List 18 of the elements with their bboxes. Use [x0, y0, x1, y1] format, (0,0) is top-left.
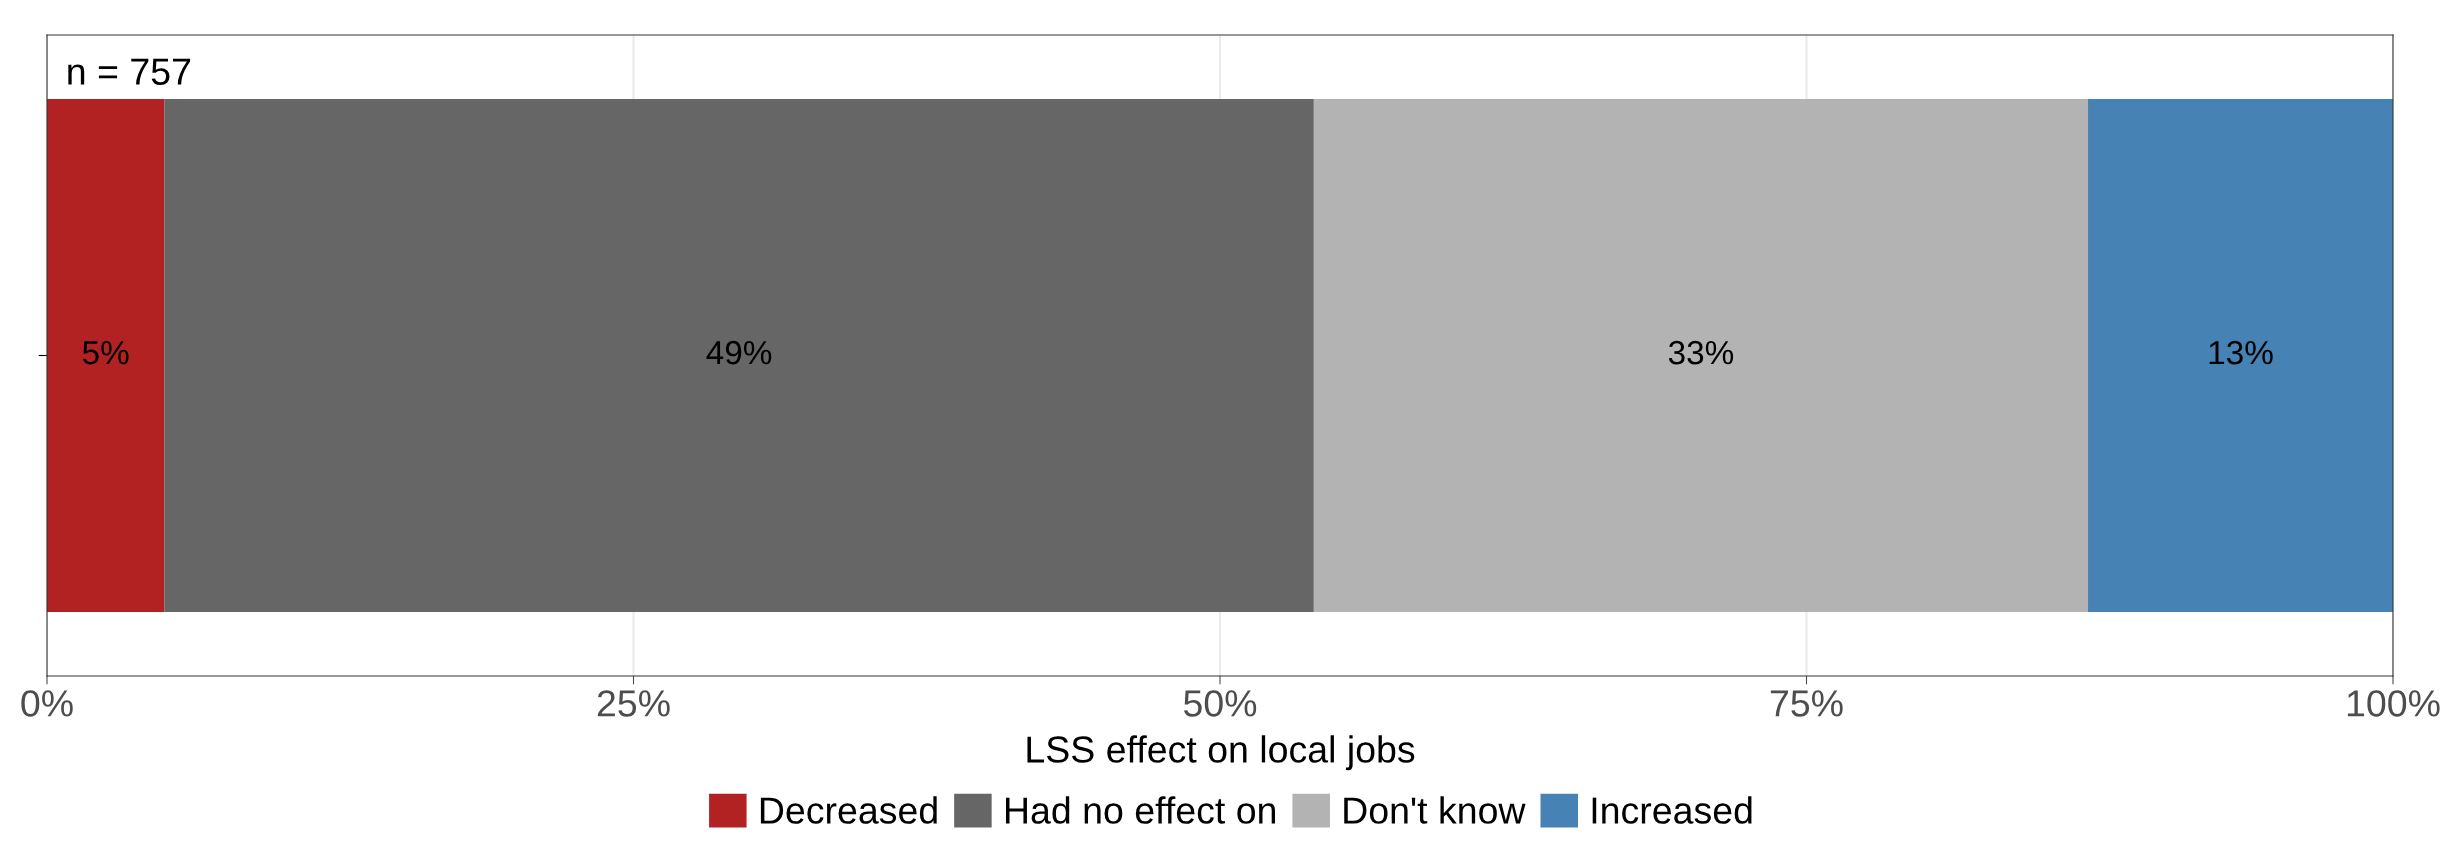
- x-tick-label: 100%: [2347, 690, 2440, 717]
- x-tick-label: 0%: [21, 690, 73, 717]
- x-axis-title: LSS effect on local jobs: [1027, 735, 1415, 771]
- bar: [1313, 99, 2089, 612]
- bar: [2088, 99, 2393, 612]
- data-label: 49%: [706, 340, 772, 365]
- text: n = 757: [68, 58, 191, 85]
- x-tick-label: 75%: [1770, 690, 1843, 717]
- data-label: 33%: [1668, 340, 1734, 365]
- data-label: 13%: [2209, 340, 2273, 365]
- legend-label: Don't know: [1344, 796, 1526, 824]
- x-tick-label: 50%: [1183, 690, 1257, 717]
- legend-label: Had no effect on: [1005, 796, 1276, 824]
- data-label: 5%: [82, 340, 129, 365]
- bar: [47, 99, 165, 612]
- legend-label: Increased: [1592, 796, 1752, 824]
- legend-label: Decreased: [760, 796, 937, 824]
- x-tick-label: 25%: [597, 690, 670, 717]
